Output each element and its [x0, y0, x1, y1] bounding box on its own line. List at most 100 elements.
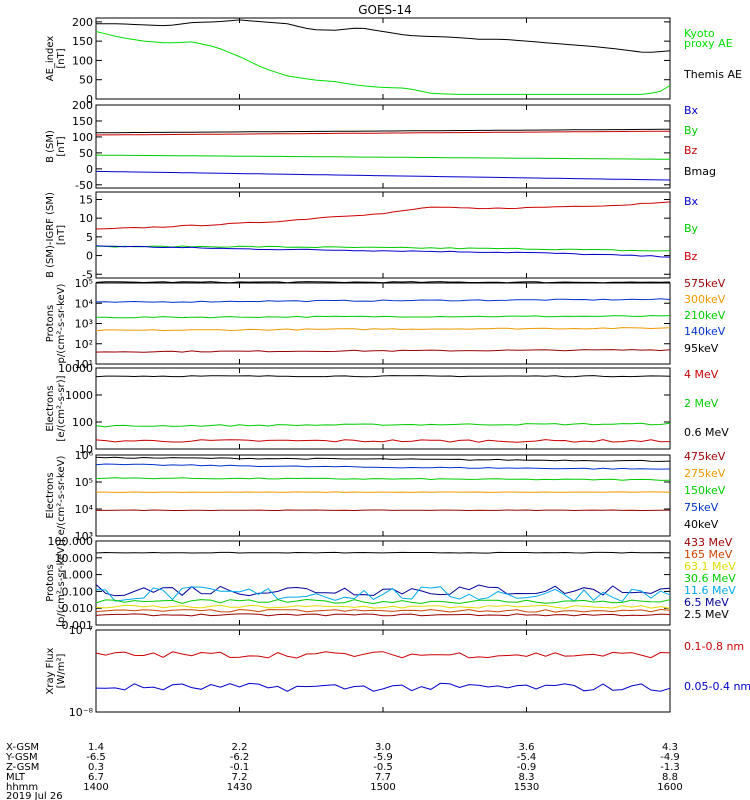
x-row-value: -0.1	[230, 762, 250, 773]
y-axis-label: Electrons	[45, 472, 56, 518]
series-line-575kev	[95, 349, 671, 353]
legend-entry: 433 MeV	[684, 536, 733, 549]
legend-entry: 2.5 MeV	[684, 608, 729, 621]
y-tick-label: 100	[72, 416, 93, 429]
series-line-95kev	[95, 281, 671, 284]
x-row-value: 1.4	[88, 742, 104, 753]
y-tick-label: 1.000	[62, 569, 94, 582]
panel-frame	[95, 17, 671, 100]
x-row-value: 1500	[370, 782, 395, 793]
y-tick-label: 0.010	[62, 602, 94, 615]
legend-entry: 140keV	[684, 325, 726, 338]
series-line-140kev	[95, 298, 671, 303]
y-axis-label: Protons	[45, 564, 56, 601]
x-row-value: 8.3	[519, 772, 535, 783]
legend-entry: Bz	[684, 250, 698, 263]
series-line-75kev	[95, 463, 671, 470]
x-row-value: 4.3	[662, 742, 678, 753]
x-row-value: 8.8	[662, 772, 678, 783]
series-line-0-05-0-4-nm	[95, 682, 671, 692]
legend-entry: Bmag	[684, 165, 716, 178]
y-tick-label: 10⁻⁸	[69, 706, 94, 719]
series-line-themis-ae	[96, 19, 671, 53]
series-line-475kev	[96, 509, 671, 512]
y-axis-label: [nT]	[56, 225, 67, 245]
legend-entry: 0.6 MeV	[684, 426, 729, 439]
y-tick-label: 10⁶	[75, 449, 94, 462]
y-tick-label: 10⁵	[75, 277, 93, 290]
y-tick-label: 200	[72, 16, 93, 29]
legend-entry: 210keV	[684, 309, 726, 322]
x-row-value: -6.5	[86, 752, 106, 763]
panel-frame	[95, 191, 671, 279]
x-row-value: 3.0	[375, 742, 391, 753]
legend-entry: Kyoto	[684, 27, 715, 40]
series-line-4-mev	[95, 439, 671, 443]
y-axis-label: B (SM)	[45, 130, 56, 163]
y-tick-label: 10³	[75, 530, 93, 543]
legend-entry: 0.1-0.8 nm	[684, 640, 744, 653]
y-axis-label: Electrons	[45, 385, 56, 431]
legend-entry: 11.6 MeV	[684, 584, 736, 597]
x-row-value: 7.7	[375, 772, 391, 783]
legend-entry: By	[684, 124, 699, 137]
x-row-value: 7.2	[232, 772, 248, 783]
series-line-0-1-0-8-nm	[95, 651, 671, 659]
panel-7: 0.001 0.010 0.100 1.000 10.000 100.000 Protons…	[45, 535, 736, 632]
x-row-value: 0.3	[88, 762, 104, 773]
y-tick-label: 10⁴	[75, 297, 94, 310]
series-line-bx	[95, 170, 671, 181]
y-tick-label: 0	[86, 93, 93, 106]
series-line-0-6-mev	[95, 375, 671, 378]
y-tick-label: 100.000	[48, 535, 94, 548]
x-row-label: X-GSM	[6, 742, 39, 753]
panel-frame	[95, 629, 671, 713]
x-row-value: -5.9	[373, 752, 393, 763]
series-line-2-mev	[95, 422, 671, 428]
x-row-value: 1530	[514, 782, 539, 793]
legend-entry: 2 MeV	[684, 397, 719, 410]
series-line-30-6-mev	[95, 598, 671, 605]
y-tick-label: 10	[79, 212, 93, 225]
x-row-value: -6.2	[230, 752, 250, 763]
x-row-value: 3.6	[519, 742, 535, 753]
legend-entry: 275keV	[684, 467, 726, 480]
y-axis-label: Xray Flux	[45, 647, 56, 694]
y-tick-label: 0	[86, 163, 93, 176]
series-line-210kev	[95, 315, 671, 319]
y-tick-label: 10000	[58, 362, 93, 375]
y-tick-label: 10¹	[75, 358, 93, 371]
x-row-label: Z-GSM	[6, 762, 39, 773]
series-line-bz	[95, 130, 670, 136]
y-tick-label: 50	[79, 74, 93, 87]
legend-entry: Bz	[684, 144, 698, 157]
x-row-value: -5.4	[517, 752, 537, 763]
series-line-kyoto-proxy-ae	[95, 31, 671, 95]
x-row-value: -0.9	[517, 762, 537, 773]
y-tick-label: 150	[72, 115, 93, 128]
series-line-by	[96, 245, 671, 252]
y-tick-label: 10⁴	[75, 503, 94, 516]
legend-entry: 95keV	[684, 342, 719, 355]
y-tick-label: 100	[72, 131, 93, 144]
panel-4: 10¹ 10² 10³ 10⁴ 10⁵ Protons p/(cm²-s-sr-keV) 57…	[45, 277, 726, 371]
y-tick-label: 10³	[75, 318, 93, 331]
legend-entry: 0.05-0.4 nm	[684, 680, 750, 693]
y-tick-label: 0.001	[62, 619, 94, 632]
y-axis-label: B (SM)-IGRF (SM)	[45, 192, 56, 278]
legend-entry: 30.6 MeV	[684, 572, 736, 585]
series-line-63-1-mev	[95, 604, 671, 609]
series-line-433-mev	[95, 613, 671, 617]
legend-entry: 475keV	[684, 450, 726, 463]
panel-2: -50 0 50 100 150 200 B (SM) [nT] Bx By Bz Bmag	[45, 99, 716, 192]
legend-entry: 4 MeV	[684, 368, 719, 381]
panel-3: -5 0 5 10 15 B (SM)-IGRF (SM) [nT] Bx By Bz	[45, 191, 699, 281]
y-tick-label: 50	[79, 147, 93, 160]
legend-entry: By	[684, 222, 699, 235]
series-line-165-mev	[95, 608, 671, 613]
series-line-40kev	[95, 456, 671, 462]
x-row-value: 6.7	[88, 772, 104, 783]
x-row-value: 1430	[227, 782, 252, 793]
y-axis-label: p/(cm²-s-sr-keV)	[56, 283, 67, 363]
